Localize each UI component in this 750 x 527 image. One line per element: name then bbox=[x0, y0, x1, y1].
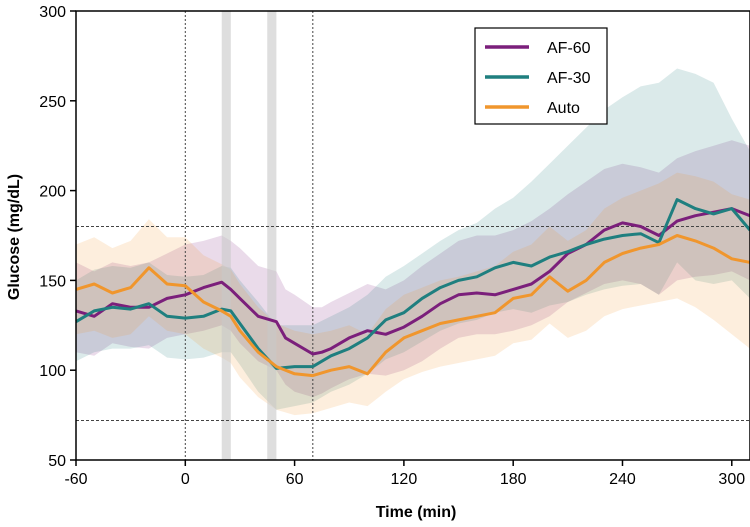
reference-lines bbox=[76, 11, 750, 460]
shaded-interval-1 bbox=[221, 11, 231, 460]
legend: AF-60 AF-30 Auto bbox=[474, 27, 608, 125]
x-tick-label: 240 bbox=[609, 471, 636, 488]
y-tick-label: 300 bbox=[39, 4, 66, 21]
ci-bands bbox=[76, 68, 750, 416]
legend-label-af-60: AF-60 bbox=[547, 40, 591, 57]
x-axis-title: Time (min) bbox=[376, 504, 457, 521]
y-tick-label: 150 bbox=[39, 273, 66, 290]
y-tick-label: 200 bbox=[39, 184, 66, 201]
band-af-60 bbox=[76, 140, 750, 398]
legend-label-auto: Auto bbox=[547, 100, 580, 117]
line-af-60 bbox=[75, 207, 750, 356]
y-tick-label: 250 bbox=[39, 94, 66, 111]
y-tick-label: 50 bbox=[48, 453, 66, 470]
shaded-interval-2 bbox=[267, 11, 277, 460]
series-lines bbox=[75, 198, 750, 378]
x-tick-label: -60 bbox=[64, 471, 87, 488]
band-auto bbox=[76, 172, 750, 416]
band-af-30 bbox=[76, 68, 750, 410]
x-tick-label: 0 bbox=[181, 471, 190, 488]
y-tick-label: 100 bbox=[39, 363, 66, 380]
x-tick-label: 120 bbox=[391, 471, 418, 488]
y-axis-title: Glucose (mg/dL) bbox=[6, 174, 23, 300]
plot-frame bbox=[75, 10, 750, 461]
legend-label-af-30: AF-30 bbox=[547, 70, 591, 87]
x-tick-label: 60 bbox=[286, 471, 304, 488]
line-af-30 bbox=[75, 198, 750, 370]
x-tick-label: 180 bbox=[500, 471, 527, 488]
line-auto bbox=[75, 234, 750, 378]
x-tick-label: 300 bbox=[718, 471, 745, 488]
axes: 50 100 150 200 250 300 -60 0 60 120 180 240 300 bbox=[39, 4, 750, 488]
